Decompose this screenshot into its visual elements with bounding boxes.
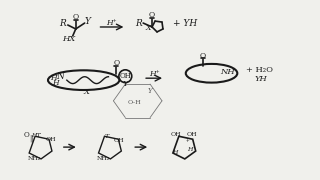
Text: NH: NH (220, 68, 235, 76)
Text: T: T (104, 134, 108, 139)
Text: H: H (52, 79, 59, 87)
Text: O: O (23, 131, 29, 139)
Text: + YH: + YH (173, 19, 197, 28)
Text: H⁺: H⁺ (149, 70, 159, 78)
Text: OH: OH (187, 132, 197, 137)
Text: H⁺: H⁺ (107, 19, 117, 27)
Text: NH₂: NH₂ (97, 156, 110, 161)
Text: Y: Y (148, 87, 152, 95)
Text: O: O (149, 11, 155, 19)
Text: Y: Y (123, 80, 128, 88)
Text: R: R (60, 19, 66, 28)
Text: H: H (50, 74, 56, 82)
Text: O: O (200, 51, 206, 60)
Text: OH: OH (171, 132, 181, 137)
Text: YH: YH (255, 75, 268, 83)
Text: ‖: ‖ (29, 134, 33, 142)
Text: O: O (73, 13, 79, 21)
Text: HT: HT (31, 133, 41, 138)
Text: NH₂: NH₂ (28, 156, 41, 161)
Text: H: H (187, 147, 193, 152)
Text: ⁺: ⁺ (186, 139, 189, 147)
Text: H: H (172, 150, 178, 154)
Text: HX: HX (62, 35, 76, 43)
Text: + H₂O: + H₂O (246, 66, 273, 74)
Text: Y: Y (84, 17, 91, 26)
Text: OH: OH (114, 138, 124, 143)
Text: X: X (84, 88, 90, 96)
Text: O: O (113, 59, 119, 68)
Text: R: R (135, 19, 141, 28)
Text: OH: OH (119, 72, 131, 80)
Text: OH: OH (46, 137, 56, 142)
Text: X: X (145, 24, 151, 32)
Text: O–H: O–H (127, 100, 141, 105)
Text: N: N (56, 72, 64, 81)
